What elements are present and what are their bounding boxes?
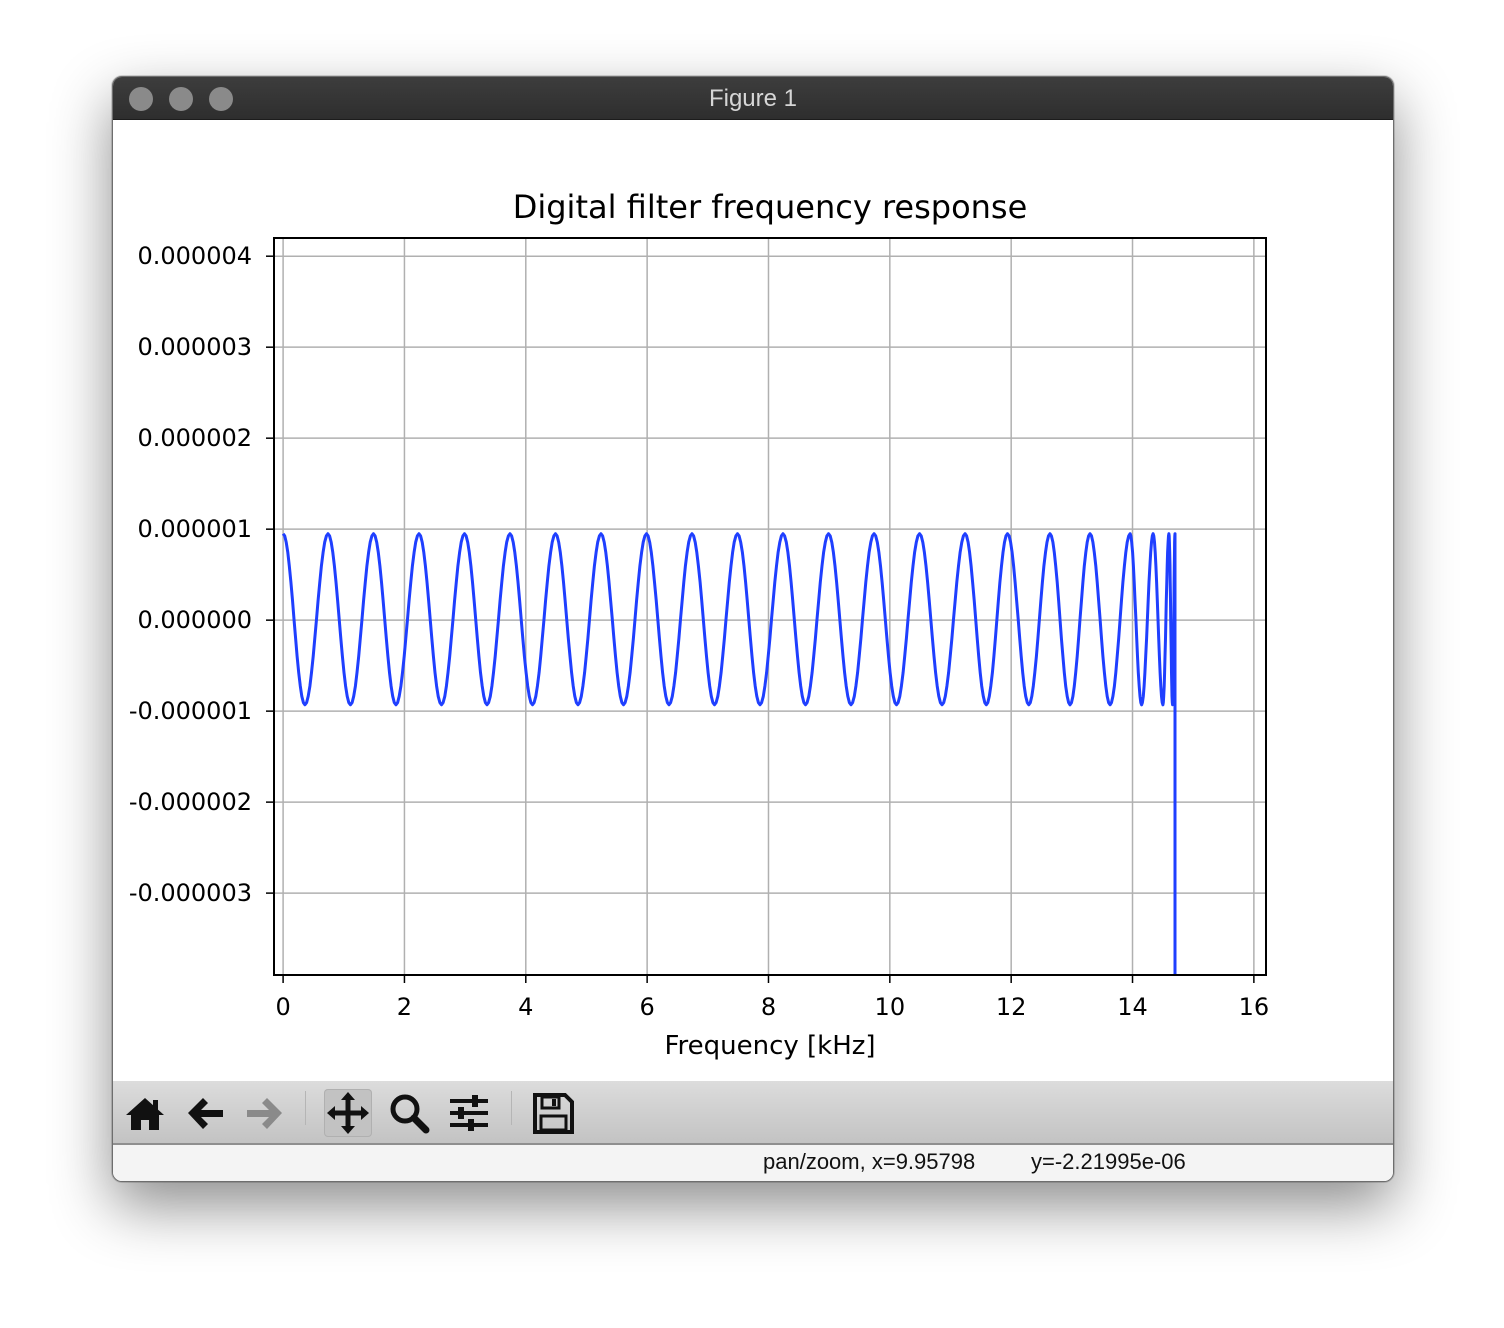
y-tick-label: 0.000003: [137, 333, 252, 361]
title-bar[interactable]: Figure 1: [113, 77, 1393, 120]
grid: [274, 238, 1266, 975]
y-tick-label: -0.000001: [129, 697, 252, 725]
x-axis-label: Frequency [kHz]: [664, 1031, 875, 1061]
figure-window: Figure 1 0 2 4 6 8 10 12 14 16 0.000004 0.000003 0.…: [112, 76, 1394, 1182]
magnifier-icon: [390, 1094, 430, 1134]
x-tick-label: 8: [761, 993, 776, 1021]
cursor-y-readout: y=-2.21995e-06: [1031, 1149, 1186, 1174]
series-line: [281, 532, 1177, 975]
x-tick-label: 14: [1117, 993, 1148, 1021]
navigation-toolbar: [113, 1081, 1393, 1145]
cursor-mode-x-readout: pan/zoom, x=9.95798: [763, 1149, 976, 1174]
arrow-right-icon: [247, 1098, 282, 1129]
back-button[interactable]: [181, 1089, 229, 1137]
close-window-button[interactable]: [129, 87, 153, 111]
arrow-left-icon: [188, 1098, 223, 1129]
figure-canvas[interactable]: 0 2 4 6 8 10 12 14 16 0.000004 0.000003 0.000002 0.0…: [113, 120, 1393, 1081]
y-tick-label: 0.000002: [137, 424, 252, 452]
window-title: Figure 1: [708, 85, 798, 112]
x-tick-label: 0: [275, 993, 290, 1021]
move-icon: [327, 1092, 369, 1134]
y-tick-label: -0.000003: [129, 879, 252, 907]
chart-title: Digital filter frequency response: [513, 188, 1028, 226]
line-chart[interactable]: 0 2 4 6 8 10 12 14 16 0.000004 0.000003 0.000002 0.0…: [113, 120, 1393, 1081]
x-tick-label: 16: [1239, 993, 1270, 1021]
x-tick-label: 4: [518, 993, 533, 1021]
minimize-window-button[interactable]: [169, 87, 193, 111]
configure-subplots-button[interactable]: [445, 1089, 493, 1137]
y-tick-label: 0.000004: [137, 242, 252, 270]
ticks: 0 2 4 6 8 10 12 14 16 0.000004 0.000003 0.000002 0.0…: [129, 242, 1269, 1021]
toolbar-separator: [511, 1091, 512, 1125]
plot-frame: [273, 237, 1267, 976]
x-tick-label: 10: [875, 993, 906, 1021]
pan-button[interactable]: [324, 1089, 372, 1137]
y-tick-label: 0.000001: [137, 515, 252, 543]
home-icon: [126, 1098, 164, 1130]
home-button[interactable]: [121, 1089, 169, 1137]
forward-button[interactable]: [241, 1089, 289, 1137]
save-button[interactable]: [529, 1089, 577, 1137]
x-tick-label: 6: [639, 993, 654, 1021]
x-tick-label: 12: [996, 993, 1027, 1021]
floppy-disk-icon: [533, 1093, 574, 1134]
sliders-icon: [450, 1095, 488, 1131]
status-bar: pan/zoom, x=9.95798 y=-2.21995e-06: [113, 1145, 1393, 1181]
zoom-button[interactable]: [385, 1089, 433, 1137]
series-layer: [281, 532, 1177, 975]
y-tick-label: 0.000000: [137, 606, 252, 634]
x-tick-label: 2: [397, 993, 412, 1021]
zoom-window-button[interactable]: [209, 87, 233, 111]
toolbar-separator: [305, 1091, 306, 1125]
y-tick-label: -0.000002: [129, 788, 252, 816]
